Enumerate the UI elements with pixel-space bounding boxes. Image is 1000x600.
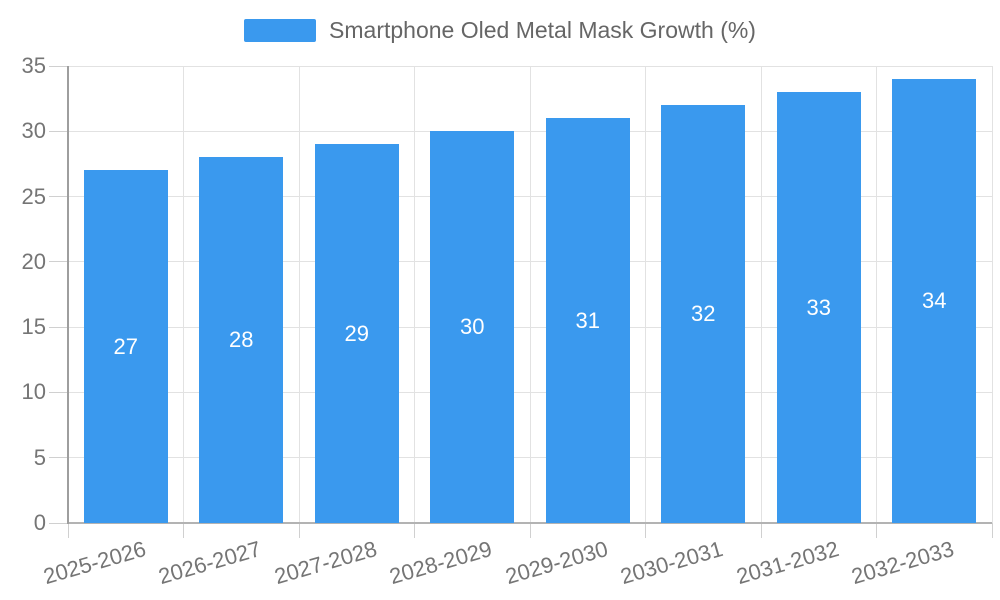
x-axis-line — [67, 522, 992, 524]
bar[interactable]: 30 — [430, 131, 515, 523]
x-tick-mark — [876, 523, 877, 538]
y-tick-mark — [49, 326, 68, 328]
x-gridline — [298, 66, 300, 523]
bar[interactable]: 34 — [892, 79, 977, 523]
y-tick-mark — [49, 391, 68, 393]
y-tick-label: 5 — [33, 444, 46, 470]
bar-value-label: 29 — [344, 320, 369, 346]
y-tick-mark — [49, 65, 68, 67]
bar[interactable]: 28 — [199, 157, 284, 523]
x-tick-mark — [529, 523, 531, 538]
x-gridline — [529, 66, 531, 523]
x-tick-mark — [414, 523, 415, 538]
x-gridline — [183, 66, 184, 523]
x-tick-mark — [760, 523, 762, 538]
bar-value-label: 31 — [575, 307, 600, 333]
y-tick-mark — [49, 457, 68, 459]
bar[interactable]: 32 — [661, 105, 746, 523]
y-tick-mark — [49, 130, 68, 132]
bar[interactable]: 31 — [545, 118, 630, 523]
y-tick-label: 10 — [21, 379, 46, 405]
x-tick-mark — [67, 523, 69, 538]
x-gridline — [991, 66, 993, 523]
legend-label: Smartphone Oled Metal Mask Growth (%) — [329, 17, 756, 43]
y-tick-label: 0 — [33, 510, 46, 535]
x-tick-mark — [645, 523, 646, 538]
bar-value-label: 28 — [229, 327, 254, 353]
bar[interactable]: 33 — [776, 92, 861, 523]
y-tick-label: 30 — [21, 118, 46, 144]
bar-value-label: 32 — [691, 301, 716, 327]
y-tick-mark — [49, 196, 68, 198]
bar-value-label: 34 — [922, 288, 947, 314]
x-tick-mark — [183, 523, 184, 538]
y-tick-label: 35 — [21, 53, 46, 78]
y-tick-mark — [49, 522, 68, 524]
x-gridline — [760, 66, 762, 523]
x-gridline — [645, 66, 646, 523]
y-tick-mark — [49, 261, 68, 263]
y-axis-line — [67, 66, 69, 524]
bar[interactable]: 29 — [314, 144, 399, 523]
x-tick-mark — [298, 523, 300, 538]
bar[interactable]: 27 — [83, 170, 168, 523]
bar-value-label: 33 — [806, 294, 831, 320]
x-gridline — [876, 66, 877, 523]
bar-value-label: 27 — [113, 333, 138, 359]
y-tick-label: 25 — [21, 183, 46, 209]
legend-swatch-icon — [244, 19, 317, 42]
y-tick-label: 15 — [21, 314, 46, 340]
chart-legend[interactable]: Smartphone Oled Metal Mask Growth (%) — [0, 18, 1000, 43]
x-tick-mark — [991, 523, 993, 538]
x-gridline — [414, 66, 415, 523]
bar-value-label: 30 — [460, 314, 485, 340]
y-tick-label: 20 — [21, 248, 46, 274]
